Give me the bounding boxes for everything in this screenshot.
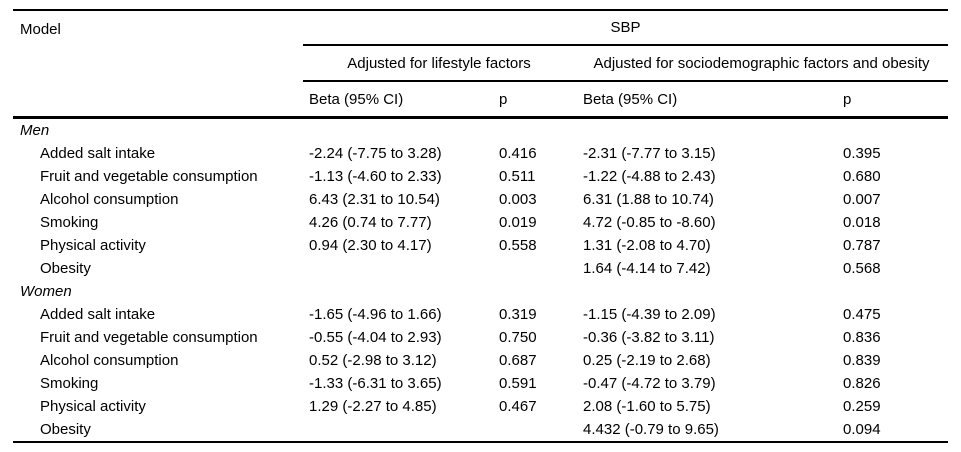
- table-row: Smoking 4.26 (0.74 to 7.77) 0.019 4.72 (…: [13, 211, 948, 234]
- beta2-cell: 6.31 (1.88 to 10.74): [583, 191, 714, 208]
- beta2-cell: 1.64 (-4.14 to 7.42): [583, 260, 711, 277]
- p1-cell: 0.467: [499, 398, 537, 415]
- p2-cell: 0.839: [843, 352, 881, 369]
- table-row: Fruit and vegetable consumption -1.13 (-…: [13, 165, 948, 188]
- row-label: Smoking: [40, 214, 99, 231]
- section-row-women: Women: [13, 280, 948, 303]
- table-row: Physical activity 1.29 (-2.27 to 4.85) 0…: [13, 395, 948, 418]
- row-label: Fruit and vegetable consumption: [40, 329, 258, 346]
- row-label: Physical activity: [40, 237, 146, 254]
- p1-cell: 0.003: [499, 191, 537, 208]
- beta2-cell: -1.22 (-4.88 to 2.43): [583, 168, 716, 185]
- p2-column-header: p: [837, 81, 949, 119]
- beta2-cell: 4.72 (-0.85 to -8.60): [583, 214, 716, 231]
- beta1-cell: -1.13 (-4.60 to 2.33): [309, 168, 442, 185]
- p2-cell: 0.259: [843, 398, 881, 415]
- beta2-cell: 1.31 (-2.08 to 4.70): [583, 237, 711, 254]
- p2-cell: 0.018: [843, 214, 881, 231]
- sbp-group-header: SBP: [303, 9, 949, 46]
- section-label: Men: [20, 122, 50, 139]
- p1-cell: 0.416: [499, 145, 537, 162]
- table-row: Alcohol consumption 0.52 (-2.98 to 3.12)…: [13, 349, 948, 372]
- p1-cell: 0.319: [499, 306, 537, 323]
- p1-cell: 0.019: [499, 214, 537, 231]
- beta1-cell: 4.26 (0.74 to 7.77): [309, 214, 432, 231]
- sbp-regression-table: Model SBP Adjusted for lifestyle factors…: [13, 9, 949, 443]
- p2-cell: 0.787: [843, 237, 881, 254]
- beta1-cell: [303, 418, 493, 443]
- p2-cell: 0.826: [843, 375, 881, 392]
- table-row: Smoking -1.33 (-6.31 to 3.65) 0.591 -0.4…: [13, 372, 948, 395]
- beta2-cell: 4.432 (-0.79 to 9.65): [575, 418, 837, 443]
- header-row-columns: Beta (95% CI) p Beta (95% CI) p: [13, 81, 949, 119]
- beta1-cell: -0.55 (-4.04 to 2.93): [309, 329, 442, 346]
- p2-cell: 0.094: [837, 418, 949, 443]
- beta1-column-header: Beta (95% CI): [303, 81, 493, 119]
- row-label: Fruit and vegetable consumption: [40, 168, 258, 185]
- beta1-cell: 1.29 (-2.27 to 4.85): [309, 398, 437, 415]
- beta1-cell: 0.94 (2.30 to 4.17): [309, 237, 432, 254]
- p1-cell: 0.687: [499, 352, 537, 369]
- sociodemographic-subgroup-header: Adjusted for sociodemographic factors an…: [575, 45, 949, 82]
- row-label: Added salt intake: [40, 306, 156, 323]
- beta1-cell: -1.65 (-4.96 to 1.66): [309, 306, 442, 323]
- table-row: Physical activity 0.94 (2.30 to 4.17) 0.…: [13, 234, 948, 257]
- p1-cell: [493, 257, 575, 280]
- row-label: Obesity: [40, 260, 91, 277]
- p2-cell: 0.007: [843, 191, 881, 208]
- table-row: Added salt intake -1.65 (-4.96 to 1.66) …: [13, 303, 948, 326]
- table-row: Added salt intake -2.24 (-7.75 to 3.28) …: [13, 142, 948, 165]
- beta2-cell: 2.08 (-1.60 to 5.75): [583, 398, 711, 415]
- p2-cell: 0.836: [843, 329, 881, 346]
- lifestyle-subgroup-header: Adjusted for lifestyle factors: [303, 45, 575, 82]
- row-label: Smoking: [40, 375, 99, 392]
- p2-cell: 0.680: [843, 168, 881, 185]
- beta2-cell: -1.15 (-4.39 to 2.09): [583, 306, 716, 323]
- row-label: Obesity: [13, 418, 303, 443]
- section-row-men: Men: [13, 118, 948, 143]
- beta1-cell: 0.52 (-2.98 to 3.12): [309, 352, 437, 369]
- p1-cell: 0.558: [499, 237, 537, 254]
- p1-cell: 0.591: [499, 375, 537, 392]
- section-label: Women: [20, 283, 72, 300]
- table-row: Alcohol consumption 6.43 (2.31 to 10.54)…: [13, 188, 948, 211]
- p1-cell: 0.750: [499, 329, 537, 346]
- p1-cell: 0.511: [499, 168, 536, 185]
- results-table-container: Model SBP Adjusted for lifestyle factors…: [13, 9, 949, 443]
- p2-cell: 0.395: [843, 145, 881, 162]
- row-label: Added salt intake: [40, 145, 156, 162]
- p1-column-header: p: [493, 81, 575, 119]
- p2-cell: 0.475: [843, 306, 881, 323]
- beta2-cell: -0.36 (-3.82 to 3.11): [583, 329, 715, 346]
- beta2-cell: -0.47 (-4.72 to 3.79): [583, 375, 716, 392]
- beta1-cell: [303, 257, 493, 280]
- p2-cell: 0.568: [843, 260, 881, 277]
- header-row-subgroups: Adjusted for lifestyle factors Adjusted …: [13, 45, 949, 82]
- beta2-column-header: Beta (95% CI): [575, 81, 837, 119]
- table-row: Fruit and vegetable consumption -0.55 (-…: [13, 326, 948, 349]
- table-row: Obesity 1.64 (-4.14 to 7.42) 0.568: [13, 257, 948, 280]
- beta2-cell: 0.25 (-2.19 to 2.68): [583, 352, 711, 369]
- beta1-cell: -1.33 (-6.31 to 3.65): [309, 375, 442, 392]
- beta1-cell: 6.43 (2.31 to 10.54): [309, 191, 440, 208]
- row-label: Physical activity: [40, 398, 146, 415]
- beta2-cell: -2.31 (-7.77 to 3.15): [583, 145, 716, 162]
- header-row-group: Model SBP: [13, 9, 949, 119]
- row-label: Alcohol consumption: [40, 352, 179, 369]
- row-label: Alcohol consumption: [40, 191, 179, 208]
- beta1-cell: -2.24 (-7.75 to 3.28): [309, 145, 442, 162]
- table-row: Obesity 4.432 (-0.79 to 9.65) 0.094: [13, 418, 949, 443]
- p1-cell: [493, 418, 575, 443]
- model-column-header: Model: [13, 9, 303, 119]
